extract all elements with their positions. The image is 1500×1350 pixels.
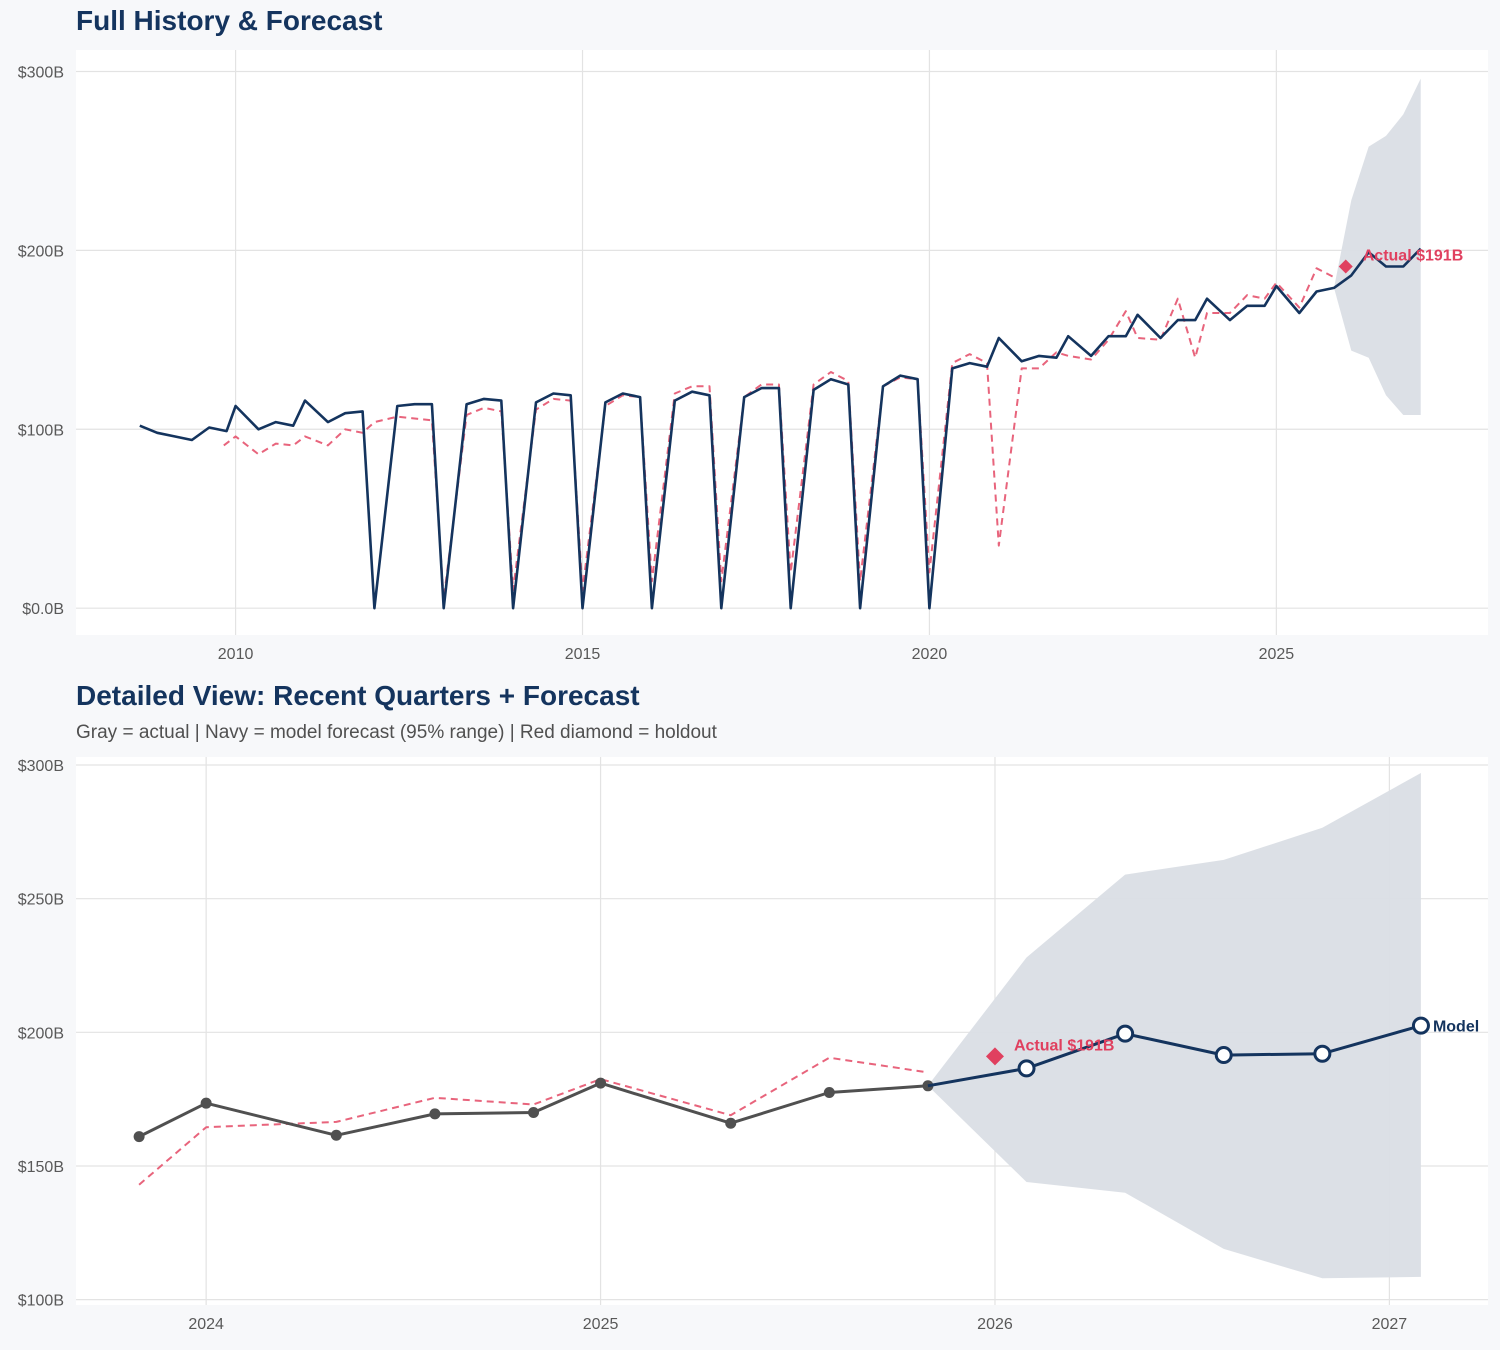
x-tick-label: 2010	[218, 646, 254, 663]
model-point	[1313, 1044, 1332, 1063]
actual-point	[330, 1129, 342, 1141]
x-tick-label: 2024	[188, 1316, 224, 1333]
y-tick-label: $150B	[18, 1159, 64, 1176]
x-tick-label: 2026	[977, 1316, 1013, 1333]
actual-point	[595, 1077, 607, 1089]
x-tick-label: 2025	[1259, 646, 1295, 663]
y-tick-label: $200B	[18, 1025, 64, 1042]
actual-point	[725, 1117, 737, 1129]
y-tick-label: $100B	[18, 1293, 64, 1310]
forecast-band	[927, 773, 1421, 1279]
actual-point	[528, 1107, 540, 1119]
actual-point	[429, 1108, 441, 1120]
y-tick-label: $200B	[18, 243, 64, 260]
plot-area	[76, 50, 1488, 635]
full-history-chart: 2010 2015 2020 2025 $0.0B $100B $200B $300B Actu…	[18, 50, 1488, 663]
holdout-diamond	[1338, 259, 1353, 274]
x-tick-label: 2015	[565, 646, 601, 663]
holdout-diamond	[985, 1047, 1004, 1066]
fitted-series-line	[138, 1056, 929, 1186]
x-tick-label: 2027	[1372, 1316, 1408, 1333]
model-point	[1214, 1046, 1233, 1065]
actual-point	[133, 1131, 145, 1143]
actual-point	[200, 1097, 212, 1109]
model-point	[1017, 1059, 1036, 1078]
actual-point	[823, 1086, 835, 1098]
forecast-band	[1334, 78, 1421, 415]
holdout-label: Actual $191B	[1014, 1037, 1114, 1054]
chart-subtitle: Gray = actual | Navy = model forecast (9…	[76, 722, 717, 743]
y-tick-label: $300B	[18, 64, 64, 81]
y-tick-label: $300B	[18, 758, 64, 775]
y-tick-label: $100B	[18, 422, 64, 439]
x-tick-label: 2025	[583, 1316, 619, 1333]
actual-series-line	[139, 247, 1422, 610]
holdout-label: Actual $191B	[1363, 247, 1464, 264]
model-series-line	[927, 1024, 1422, 1088]
chart-title: Detailed View: Recent Quarters + Forecas…	[76, 680, 640, 711]
x-tick-label: 2020	[912, 646, 948, 663]
y-tick-label: $250B	[18, 892, 64, 909]
chart-title: Full History & Forecast	[76, 5, 383, 36]
model-end-label: Model	[1433, 1019, 1479, 1036]
model-point	[1116, 1024, 1135, 1043]
model-point	[1411, 1016, 1430, 1035]
y-tick-label: $0.0B	[22, 601, 64, 618]
fitted-series-line	[223, 267, 1335, 601]
